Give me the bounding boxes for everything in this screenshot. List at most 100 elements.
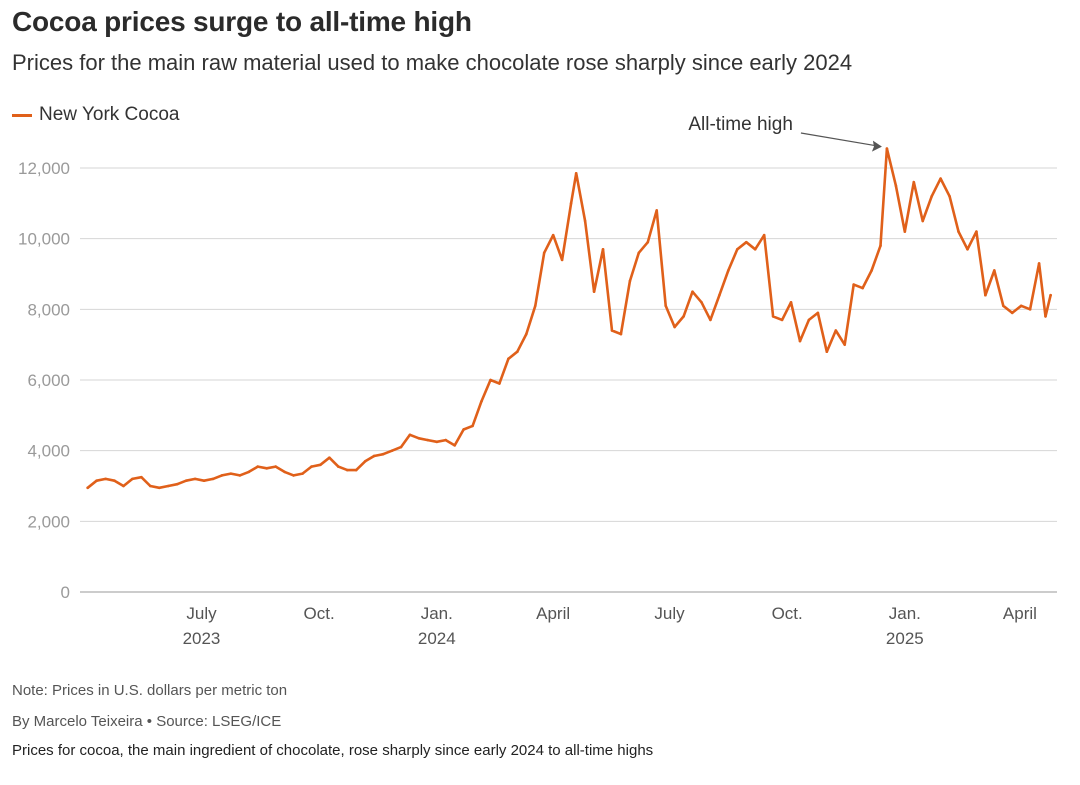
data-point bbox=[122, 484, 125, 488]
data-point bbox=[345, 468, 349, 472]
data-point bbox=[399, 445, 403, 449]
data-point bbox=[498, 382, 501, 385]
data-point bbox=[283, 470, 286, 474]
data-point bbox=[435, 440, 439, 444]
caption: Prices for cocoa, the main ingredient of… bbox=[12, 742, 654, 759]
x-tick-label: April bbox=[536, 604, 570, 623]
data-point bbox=[727, 269, 730, 272]
data-point bbox=[381, 452, 385, 456]
data-point bbox=[238, 474, 242, 477]
data-point bbox=[894, 184, 898, 187]
x-tick-label: Oct. bbox=[772, 604, 803, 623]
byline: By Marcelo Teixeira • Source: LSEG/ICE bbox=[12, 713, 282, 730]
data-point bbox=[852, 283, 855, 286]
y-tick-label: 2,000 bbox=[27, 512, 70, 531]
x-tick-year-label: 2024 bbox=[418, 629, 456, 648]
data-point bbox=[337, 465, 340, 468]
data-point bbox=[903, 230, 907, 233]
chart-subtitle: Prices for the main raw material used to… bbox=[12, 50, 853, 75]
data-point bbox=[762, 233, 766, 237]
data-point bbox=[149, 484, 152, 488]
data-point bbox=[798, 339, 802, 343]
data-point bbox=[157, 486, 161, 490]
data-point bbox=[1028, 308, 1032, 311]
data-point bbox=[993, 269, 996, 272]
data-point bbox=[140, 475, 143, 479]
y-tick-label: 12,000 bbox=[18, 159, 70, 178]
chart-note: Note: Prices in U.S. dollars per metric … bbox=[12, 682, 288, 699]
data-point bbox=[328, 456, 331, 460]
annotation-arrow-line bbox=[800, 132, 882, 148]
x-tick-year-label: 2023 bbox=[183, 629, 221, 648]
data-point bbox=[301, 472, 304, 475]
data-point bbox=[516, 350, 519, 354]
data-point bbox=[354, 468, 358, 472]
data-point bbox=[655, 209, 659, 212]
data-point bbox=[619, 332, 623, 336]
data-point bbox=[1019, 304, 1023, 308]
data-point bbox=[966, 247, 969, 251]
data-point bbox=[601, 247, 605, 251]
data-point bbox=[175, 482, 179, 486]
y-tick-label: 4,000 bbox=[27, 442, 70, 461]
data-point bbox=[489, 378, 492, 382]
annotation: All-time high bbox=[688, 114, 882, 152]
data-point bbox=[524, 332, 528, 336]
data-point bbox=[551, 233, 555, 237]
data-point bbox=[930, 194, 933, 198]
data-point bbox=[771, 315, 775, 318]
data-point bbox=[462, 428, 465, 431]
chart-title: Cocoa prices surge to all-time high bbox=[12, 6, 472, 37]
x-axis: July 2023 Oct. Jan. 2024 April July Oct. Jan. 202… bbox=[183, 604, 1037, 648]
data-point bbox=[417, 437, 421, 440]
data-point bbox=[861, 286, 864, 290]
data-point bbox=[220, 474, 224, 477]
data-point bbox=[444, 438, 448, 442]
y-axis: 0 2,000 4,000 6,000 8,000 10,000 12,000 bbox=[18, 159, 70, 602]
data-point bbox=[86, 486, 89, 490]
data-point bbox=[673, 325, 676, 329]
data-point bbox=[921, 219, 925, 223]
x-tick-label: Jan. bbox=[421, 604, 453, 623]
data-point bbox=[274, 465, 277, 468]
data-point bbox=[408, 433, 412, 437]
data-point bbox=[700, 300, 703, 304]
data-point bbox=[184, 479, 188, 483]
data-point bbox=[256, 465, 260, 468]
data-point bbox=[1037, 262, 1041, 265]
data-point bbox=[1044, 315, 1047, 318]
data-point bbox=[975, 230, 978, 233]
x-tick-label: April bbox=[1003, 604, 1037, 623]
data-point bbox=[193, 477, 197, 481]
data-point bbox=[583, 219, 587, 223]
data-point bbox=[843, 343, 847, 346]
data-point bbox=[542, 251, 546, 255]
series-layer bbox=[86, 147, 1052, 490]
data-point bbox=[879, 244, 882, 248]
data-point bbox=[753, 247, 757, 251]
data-point bbox=[637, 251, 641, 255]
data-point bbox=[310, 465, 313, 468]
data-point bbox=[265, 467, 269, 470]
data-point bbox=[709, 318, 712, 322]
data-point bbox=[948, 194, 951, 198]
data-point bbox=[319, 463, 322, 467]
data-point bbox=[610, 329, 614, 332]
y-tick-label: 8,000 bbox=[27, 300, 70, 319]
data-point bbox=[691, 290, 694, 293]
data-point bbox=[628, 279, 632, 283]
data-point bbox=[984, 293, 987, 297]
data-point bbox=[390, 449, 394, 452]
x-tick-label: July bbox=[186, 604, 217, 623]
y-tick-label: 0 bbox=[61, 583, 70, 602]
x-tick-label: Oct. bbox=[304, 604, 335, 623]
data-point bbox=[736, 247, 739, 251]
data-point bbox=[816, 311, 820, 315]
data-point bbox=[939, 177, 942, 180]
data-point bbox=[166, 484, 170, 488]
data-point bbox=[718, 293, 721, 297]
data-point bbox=[807, 318, 811, 322]
data-point bbox=[104, 477, 107, 481]
data-point bbox=[682, 315, 685, 318]
